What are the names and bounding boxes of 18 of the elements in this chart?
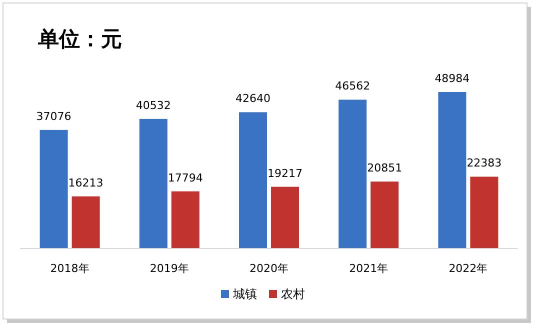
x-tick-label: 2021年 xyxy=(349,262,388,275)
data-label: 37076 xyxy=(36,110,72,123)
data-label: 46562 xyxy=(335,80,370,93)
data-label: 42640 xyxy=(236,92,270,106)
legend-label: 城镇 xyxy=(232,287,257,301)
chart-title: 单位：元 xyxy=(37,27,122,51)
x-tick-label: 2019年 xyxy=(150,262,189,275)
data-label: 17794 xyxy=(168,171,203,184)
data-label: 20851 xyxy=(367,162,402,175)
data-label: 16213 xyxy=(68,176,104,190)
x-tick-label: 2022年 xyxy=(448,262,488,275)
legend-label: 农村 xyxy=(281,287,305,301)
data-label: 40532 xyxy=(136,98,171,112)
data-label: 19217 xyxy=(268,166,302,180)
x-tick-label: 2018年 xyxy=(50,262,90,275)
data-label: 22383 xyxy=(466,156,502,170)
data-label: 48984 xyxy=(434,72,470,85)
x-tick-label: 2020年 xyxy=(250,262,288,275)
